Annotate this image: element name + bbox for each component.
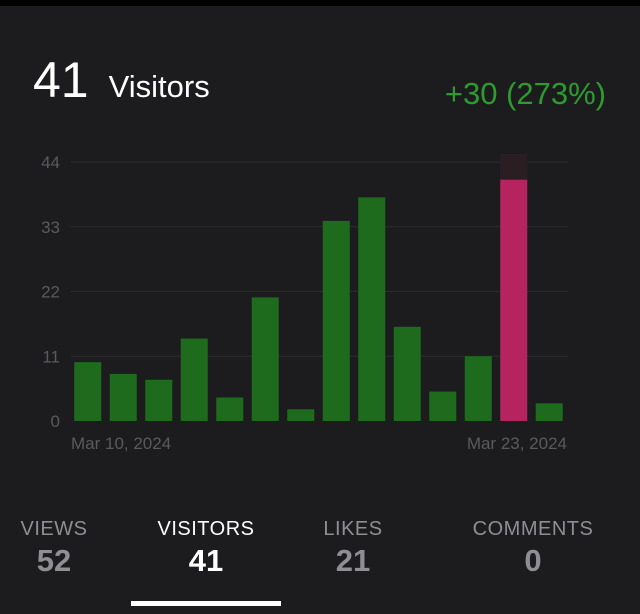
x-tick-label-start: Mar 10, 2024 <box>71 434 171 453</box>
tab-views-value: 52 <box>36 543 72 578</box>
y-tick-label: 22 <box>41 283 60 302</box>
tab-comments-label: COMMENTS <box>472 518 594 540</box>
bar-selected <box>500 179 528 421</box>
bar <box>287 409 315 421</box>
tab-likes[interactable]: LIKES 21 <box>278 510 428 606</box>
visitor-count: 41 <box>33 52 89 108</box>
bar <box>322 220 350 421</box>
active-tab-indicator <box>131 601 281 606</box>
y-tick-label: 11 <box>42 347 60 366</box>
bar <box>393 326 421 421</box>
tab-visitors[interactable]: VISITORS 41 <box>131 510 281 606</box>
bar <box>464 356 492 421</box>
bar <box>251 297 279 421</box>
bar <box>180 338 208 421</box>
x-tick-label-end: Mar 23, 2024 <box>467 434 567 453</box>
headline: 41 Visitors <box>33 55 210 105</box>
y-tick-label: 44 <box>41 153 60 172</box>
bar <box>216 397 244 421</box>
y-tick-label: 33 <box>41 218 60 237</box>
tab-likes-value: 21 <box>335 543 371 578</box>
tab-likes-label: LIKES <box>323 518 383 540</box>
tab-views-label: VIEWS <box>20 518 88 540</box>
tab-visitors-value: 41 <box>188 543 224 578</box>
bar <box>358 197 386 421</box>
bar <box>429 391 457 421</box>
visitors-bar-chart: 44 33 22 11 0 Mar 10, 2024 Mar 23, 2024 <box>41 153 568 453</box>
bar <box>535 403 563 421</box>
bar <box>145 379 173 421</box>
tab-comments-value: 0 <box>524 543 542 578</box>
tab-views[interactable]: VIEWS 52 <box>0 510 129 606</box>
tab-comments[interactable]: COMMENTS 0 <box>458 510 608 606</box>
bar <box>74 362 102 421</box>
metric-label: Visitors <box>108 69 210 104</box>
bar <box>109 373 137 421</box>
metric-tabs: VIEWS 52 VISITORS 41 LIKES 21 COMMENTS 0 <box>0 510 640 606</box>
y-tick-label: 0 <box>51 412 60 431</box>
change-indicator: +30 (273%) <box>444 76 606 111</box>
stats-card <box>0 6 640 614</box>
bar-highlight-cap <box>500 154 528 180</box>
tab-visitors-label: VISITORS <box>157 518 255 540</box>
